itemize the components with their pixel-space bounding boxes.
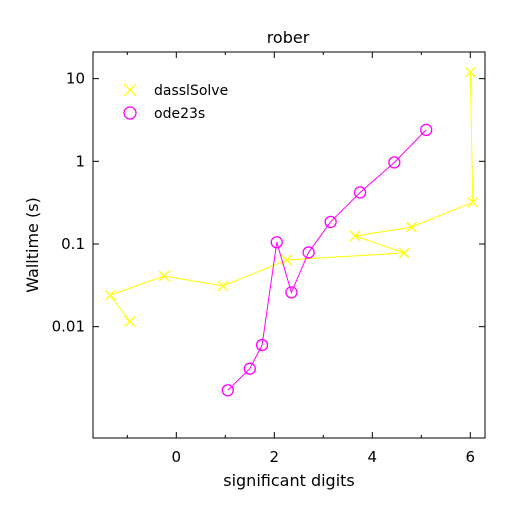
data-point-circle — [421, 124, 432, 135]
legend-label: ode23s — [154, 106, 205, 122]
x-axis-label: significant digits — [223, 471, 355, 490]
legend-marker — [124, 107, 136, 119]
y-axis-label: Walltime (s) — [23, 197, 42, 293]
x-tick-label: 4 — [368, 448, 378, 466]
y-axis: 0.01 0.1 1 10 — [52, 70, 485, 336]
legend-item: dasslSolve — [124, 83, 228, 99]
series-ode23s — [222, 124, 431, 395]
data-point-x — [407, 222, 417, 232]
x-tick-label: 6 — [466, 448, 476, 466]
y-tick-label: 10 — [66, 70, 85, 88]
data-point-x — [218, 281, 228, 291]
x-tick-label: 2 — [270, 448, 280, 466]
data-point-x — [350, 231, 360, 241]
data-point-x — [125, 317, 135, 327]
data-point-x — [159, 271, 169, 281]
chart-title: rober — [267, 28, 310, 47]
y-tick-label: 0.1 — [61, 235, 85, 253]
legend: dasslSolve ode23s — [124, 83, 228, 122]
x-tick-label: 0 — [172, 448, 182, 466]
plot-frame — [93, 52, 485, 438]
series-line — [228, 130, 426, 390]
data-point-circle — [222, 385, 233, 396]
data-point-x — [105, 290, 115, 300]
y-tick-label: 0.01 — [52, 318, 85, 336]
y-tick-label: 1 — [75, 152, 85, 170]
legend-item: ode23s — [124, 106, 205, 122]
legend-label: dasslSolve — [154, 83, 228, 99]
